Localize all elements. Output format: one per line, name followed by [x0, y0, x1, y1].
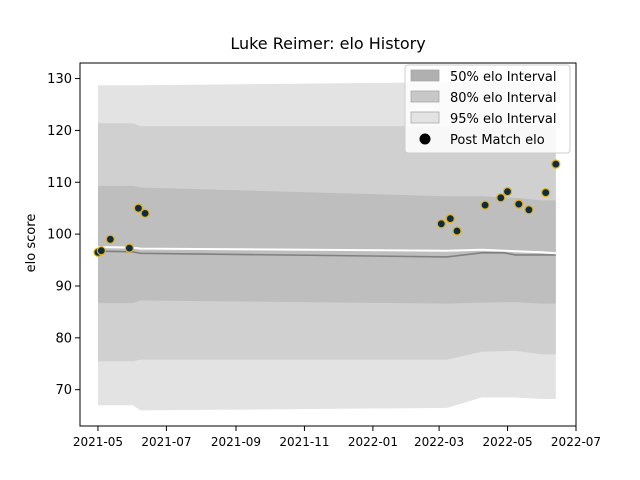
y-tick-label: 70 — [55, 383, 72, 398]
legend: 50% elo Interval 80% elo Interval 95% elo … — [404, 64, 571, 154]
post-match-point — [436, 219, 446, 229]
legend-swatch — [410, 90, 440, 103]
post-match-point — [452, 226, 462, 236]
post-match-point — [140, 208, 150, 218]
plot-area — [93, 82, 561, 411]
post-match-point — [105, 234, 115, 244]
plot-frame — [79, 62, 577, 427]
legend-label: Post Match elo — [450, 133, 545, 148]
x-tick-label: 2021-07 — [141, 435, 191, 449]
y-tick-label: 90 — [55, 279, 72, 294]
legend-label: 50% elo Interval — [450, 70, 557, 85]
x-tick-label: 2021-05 — [73, 435, 123, 449]
x-tick-label: 2022-01 — [348, 435, 398, 449]
y-axis-label: elo score — [24, 214, 39, 273]
x-tick-label: 2022-05 — [482, 435, 532, 449]
post-match-point — [502, 187, 513, 197]
post-match-point — [133, 203, 143, 213]
post-match-point — [496, 193, 506, 203]
post-match-point — [96, 246, 106, 256]
mean-line — [97, 246, 556, 255]
post-match-point — [551, 159, 561, 169]
x-tick-label: 2022-03 — [414, 435, 464, 449]
legend-swatch — [410, 69, 440, 82]
median-line — [97, 250, 556, 258]
x-tick-label: 2021-11 — [279, 435, 329, 449]
axes: 2021-05 2021-07 2021-09 2021-11 2022-01 2022-… — [47, 62, 601, 449]
post-match-point — [480, 200, 490, 210]
chart-title: Luke Reimer: elo History — [230, 34, 425, 53]
post-match-point — [514, 199, 524, 209]
x-tick-label: 2021-09 — [211, 435, 261, 449]
y-tick-label: 80 — [55, 331, 72, 346]
legend-label: 95% elo Interval — [450, 112, 557, 127]
y-tick-label: 120 — [47, 124, 72, 139]
post-match-point — [445, 214, 455, 224]
legend-box — [404, 64, 571, 154]
legend-label: 80% elo Interval — [450, 91, 557, 106]
post-match-point — [541, 188, 551, 198]
band-50 — [98, 185, 556, 304]
post-match-point — [524, 205, 534, 215]
legend-marker — [419, 133, 431, 145]
post-match-point — [124, 243, 134, 253]
y-tick-label: 110 — [47, 176, 72, 191]
y-tick-label: 130 — [47, 72, 72, 87]
y-tick-label: 100 — [47, 228, 72, 243]
x-tick-label: 2022-07 — [551, 435, 601, 449]
legend-swatch — [410, 111, 440, 124]
